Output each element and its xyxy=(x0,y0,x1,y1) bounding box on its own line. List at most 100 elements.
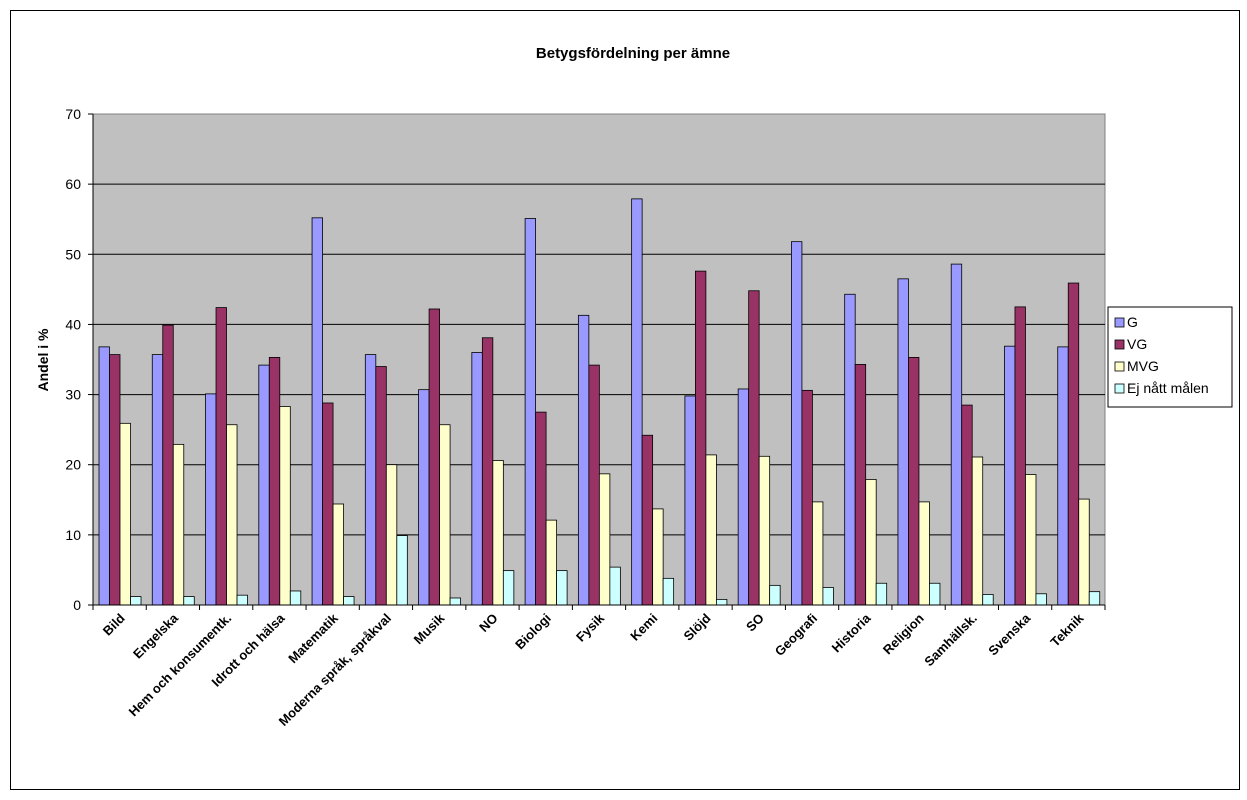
bar xyxy=(801,389,813,606)
bar xyxy=(598,473,611,606)
x-tick-label: Geografi xyxy=(772,611,820,659)
bar xyxy=(236,594,248,606)
x-tick-label: NO xyxy=(476,611,500,635)
x-tick-label: Engelska xyxy=(130,610,182,662)
bar xyxy=(1067,282,1080,606)
bar xyxy=(258,364,270,606)
bar-chart: Betygsfördelning per ämne 0 10 20 30 40 50 60 7… xyxy=(35,45,1233,729)
x-tick-label: Bild xyxy=(100,610,128,638)
legend-entry: Ej nått målen xyxy=(1127,380,1209,396)
x-tick-label: Kemi xyxy=(627,611,660,644)
bar xyxy=(897,278,909,606)
bar xyxy=(556,570,568,606)
bar xyxy=(737,388,750,606)
bar xyxy=(545,519,558,606)
x-tick-label: Moderna språk, språkval xyxy=(276,611,394,729)
bar xyxy=(439,424,451,606)
bar xyxy=(684,395,696,606)
y-tick-label: 60 xyxy=(65,176,81,192)
bar xyxy=(1078,498,1090,606)
legend-swatch xyxy=(1114,339,1125,350)
bars xyxy=(98,198,1101,606)
bar xyxy=(982,594,994,606)
bar xyxy=(588,364,600,606)
bar xyxy=(844,293,856,606)
x-tick-label: Teknik xyxy=(1047,610,1087,650)
legend: G VG MVG Ej nått målen xyxy=(1107,306,1233,408)
bar xyxy=(908,356,920,606)
bar xyxy=(375,366,387,606)
bar xyxy=(535,411,547,606)
bar xyxy=(961,404,973,606)
bar xyxy=(918,501,930,606)
legend-swatch xyxy=(1114,383,1125,394)
y-tick-label: 10 xyxy=(65,527,81,543)
bar xyxy=(162,324,174,606)
x-tick-label: Biologi xyxy=(512,611,554,653)
bar xyxy=(385,464,398,606)
bar xyxy=(694,270,707,606)
y-tick-label: 0 xyxy=(73,597,81,613)
bar xyxy=(631,198,643,606)
bar xyxy=(705,454,717,606)
bar xyxy=(151,354,164,606)
bar xyxy=(929,582,941,606)
bar xyxy=(662,577,675,606)
bar xyxy=(428,308,440,606)
x-tick-label: Matematik xyxy=(285,610,341,666)
bar xyxy=(791,241,803,606)
bar xyxy=(492,460,504,606)
bar xyxy=(1025,474,1037,606)
bar xyxy=(215,307,227,606)
y-tick-label: 40 xyxy=(65,316,81,332)
legend-box xyxy=(1107,306,1233,408)
legend-swatch xyxy=(1114,361,1125,372)
bar xyxy=(279,406,291,606)
bar xyxy=(364,354,377,606)
chart-title: Betygsfördelning per ämne xyxy=(536,45,730,62)
x-tick-label: Fysik xyxy=(573,610,608,645)
bar xyxy=(715,598,728,606)
bar xyxy=(577,314,590,606)
bar xyxy=(971,456,984,606)
legend-entry: MVG xyxy=(1127,358,1159,374)
bar xyxy=(524,218,537,606)
bar xyxy=(226,424,238,606)
bar xyxy=(1004,345,1016,606)
y-axis-label: Andel i % xyxy=(35,328,51,392)
y-tick-label: 30 xyxy=(65,387,81,403)
bar xyxy=(652,508,664,606)
bar xyxy=(609,566,621,606)
bar xyxy=(758,455,771,606)
bar xyxy=(502,570,515,606)
x-tick-label: Historia xyxy=(829,610,874,655)
bar xyxy=(268,356,281,606)
bar xyxy=(205,393,217,606)
chart-frame: Betygsfördelning per ämne 0 10 20 30 40 50 60 7… xyxy=(10,10,1240,790)
x-tick-label: Musik xyxy=(411,610,448,647)
bar xyxy=(98,346,110,606)
bar xyxy=(172,443,185,606)
bar xyxy=(396,535,408,606)
bar xyxy=(1035,593,1047,606)
bar xyxy=(1057,346,1069,606)
bar xyxy=(119,422,131,606)
x-tick-label: Religion xyxy=(880,610,927,657)
bar xyxy=(865,479,877,606)
bar xyxy=(183,596,195,606)
bar xyxy=(471,352,483,606)
bar xyxy=(769,584,781,606)
legend-entry: G xyxy=(1127,314,1138,330)
bar xyxy=(875,582,888,606)
bar xyxy=(322,402,334,606)
legend-swatch xyxy=(1114,317,1125,328)
bar xyxy=(481,337,494,606)
y-tick-label: 20 xyxy=(65,457,81,473)
bar xyxy=(130,596,142,606)
bar xyxy=(109,354,121,606)
x-tick-label: Svenska xyxy=(985,610,1033,658)
bar xyxy=(449,597,461,606)
bar xyxy=(822,587,834,606)
bar xyxy=(1014,306,1026,606)
bar xyxy=(1088,591,1101,606)
